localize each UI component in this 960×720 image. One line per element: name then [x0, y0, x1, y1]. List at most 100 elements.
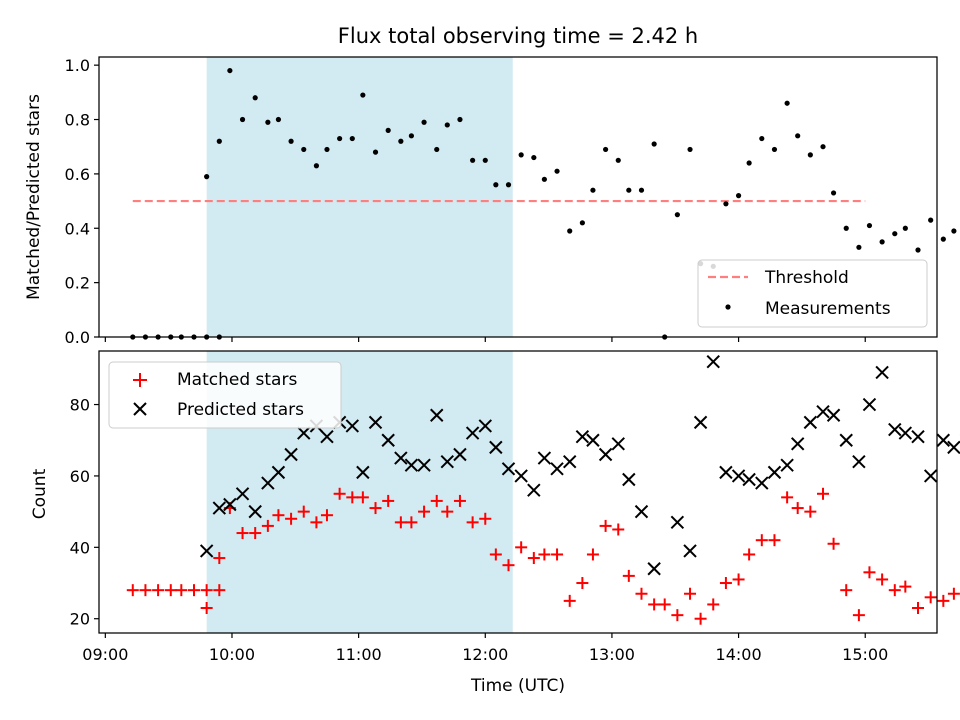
- matched-star-point: [200, 584, 213, 597]
- measurement-point: [687, 146, 693, 153]
- measurement-point: [928, 217, 934, 223]
- x-tick-label: 13:00: [589, 645, 635, 664]
- matched-star-point: [453, 494, 466, 507]
- measurement-point: [892, 231, 898, 237]
- predicted-star-point: [898, 426, 913, 440]
- matched-star-point: [187, 584, 200, 597]
- measurement-point: [602, 146, 609, 153]
- matched-star-point: [175, 584, 188, 597]
- matched-star-point: [804, 505, 817, 518]
- matched-star-point: [612, 523, 625, 536]
- threshold-legend-label: Threshold: [764, 268, 849, 288]
- predicted-star-point: [683, 544, 697, 558]
- matched-star-point: [213, 584, 226, 597]
- measurement-point: [275, 116, 282, 123]
- matched-star-point: [261, 519, 274, 532]
- top-legend-box: [697, 259, 928, 328]
- bottom-plot-frame: [98, 350, 938, 634]
- measurement-point: [324, 146, 330, 153]
- measurement-point: [482, 157, 488, 163]
- measurement-point: [239, 116, 246, 123]
- top-plot-frame: [98, 56, 938, 338]
- matched-star-point: [527, 552, 540, 565]
- bottom-y-axis-label: Count: [30, 468, 50, 519]
- y-tick-label: 0.4: [65, 219, 90, 238]
- top-x-ticks: [104, 337, 866, 342]
- matched-star-point: [743, 548, 756, 561]
- y-tick-label: 0.0: [65, 328, 90, 347]
- measurement-point: [856, 244, 862, 250]
- matched-star-point: [369, 502, 382, 515]
- measurement-point: [795, 133, 801, 139]
- matched-star-point: [622, 569, 635, 582]
- measurement-point: [385, 127, 391, 133]
- predicted-star-point: [537, 451, 552, 465]
- matched-star-point: [394, 516, 407, 529]
- y-tick-label: 80: [70, 396, 90, 415]
- matched-stars-series: [126, 487, 960, 625]
- matched-star-point: [576, 577, 589, 590]
- matched-star-point: [888, 584, 901, 597]
- matched-star-point: [852, 609, 865, 622]
- y-tick-label: 0.8: [65, 111, 90, 130]
- measurement-point: [313, 163, 320, 169]
- matched-star-point: [441, 505, 454, 518]
- matched-star-point: [817, 487, 830, 500]
- matched-star-point: [635, 587, 648, 600]
- predicted-star-point: [852, 454, 866, 469]
- matched-star-point: [538, 548, 551, 561]
- predicted-star-point: [501, 462, 516, 476]
- measurement-point: [615, 157, 621, 163]
- predicted-star-point: [271, 465, 286, 480]
- predicted-star-point: [622, 472, 636, 487]
- matched-star-point: [236, 527, 249, 540]
- predicted-star-point: [611, 437, 625, 451]
- predicted-star-point: [489, 440, 503, 455]
- x-tick-label: 10:00: [209, 645, 255, 664]
- matched-star-point: [320, 509, 333, 522]
- measurement-point: [372, 149, 379, 155]
- top-y-axis: 0.0 0.2 0.4 0.6 0.8 1.0: [65, 56, 99, 347]
- measurement-point: [265, 119, 271, 125]
- matched-star-point: [658, 598, 671, 611]
- predicted-star-point: [563, 454, 577, 469]
- predicted-stars-series: [199, 355, 960, 576]
- matched-star-point: [164, 584, 177, 597]
- matched-star-point: [418, 505, 431, 518]
- matched-star-point: [755, 534, 768, 547]
- matched-star-point: [551, 548, 564, 561]
- matched-star-point: [272, 509, 285, 522]
- measurements-legend-swatch: [725, 304, 731, 310]
- measurement-point: [879, 239, 885, 245]
- measurement-point: [820, 144, 826, 150]
- bottom-x-axis: 09:00 10:00 11:00 12:00 13:00 14:00 15:00: [82, 633, 888, 664]
- x-tick-label: 15:00: [842, 645, 888, 664]
- top-y-axis-label: Matched/Predicted stars: [24, 94, 44, 300]
- matched-star-point: [599, 519, 612, 532]
- matched-star-point: [840, 584, 853, 597]
- observing-span: [206, 57, 513, 337]
- matched-star-point: [781, 491, 794, 504]
- measurement-point: [843, 225, 849, 231]
- bottom-legend: Matched stars Predicted stars: [108, 361, 342, 429]
- measurement-point: [505, 182, 512, 188]
- x-axis-label: Time (UTC): [470, 676, 565, 696]
- matched-star-point: [694, 612, 707, 625]
- measurement-point: [398, 138, 404, 144]
- measurement-point: [349, 135, 355, 142]
- predicted-star-point: [634, 504, 649, 519]
- measurement-point: [444, 122, 450, 128]
- predicted-star-point: [803, 415, 818, 430]
- matched-legend-swatch: [133, 373, 147, 387]
- matched-star-point: [719, 577, 732, 590]
- predicted-star-point: [417, 458, 431, 472]
- measurements-legend-label: Measurements: [765, 299, 891, 319]
- measurement-point: [759, 135, 765, 142]
- predicted-star-point: [790, 437, 805, 451]
- predicted-star-point: [862, 397, 877, 412]
- measurement-point: [216, 138, 222, 144]
- measurement-point: [590, 187, 596, 193]
- matched-star-point: [249, 527, 262, 540]
- top-highlight-layer: [206, 57, 513, 337]
